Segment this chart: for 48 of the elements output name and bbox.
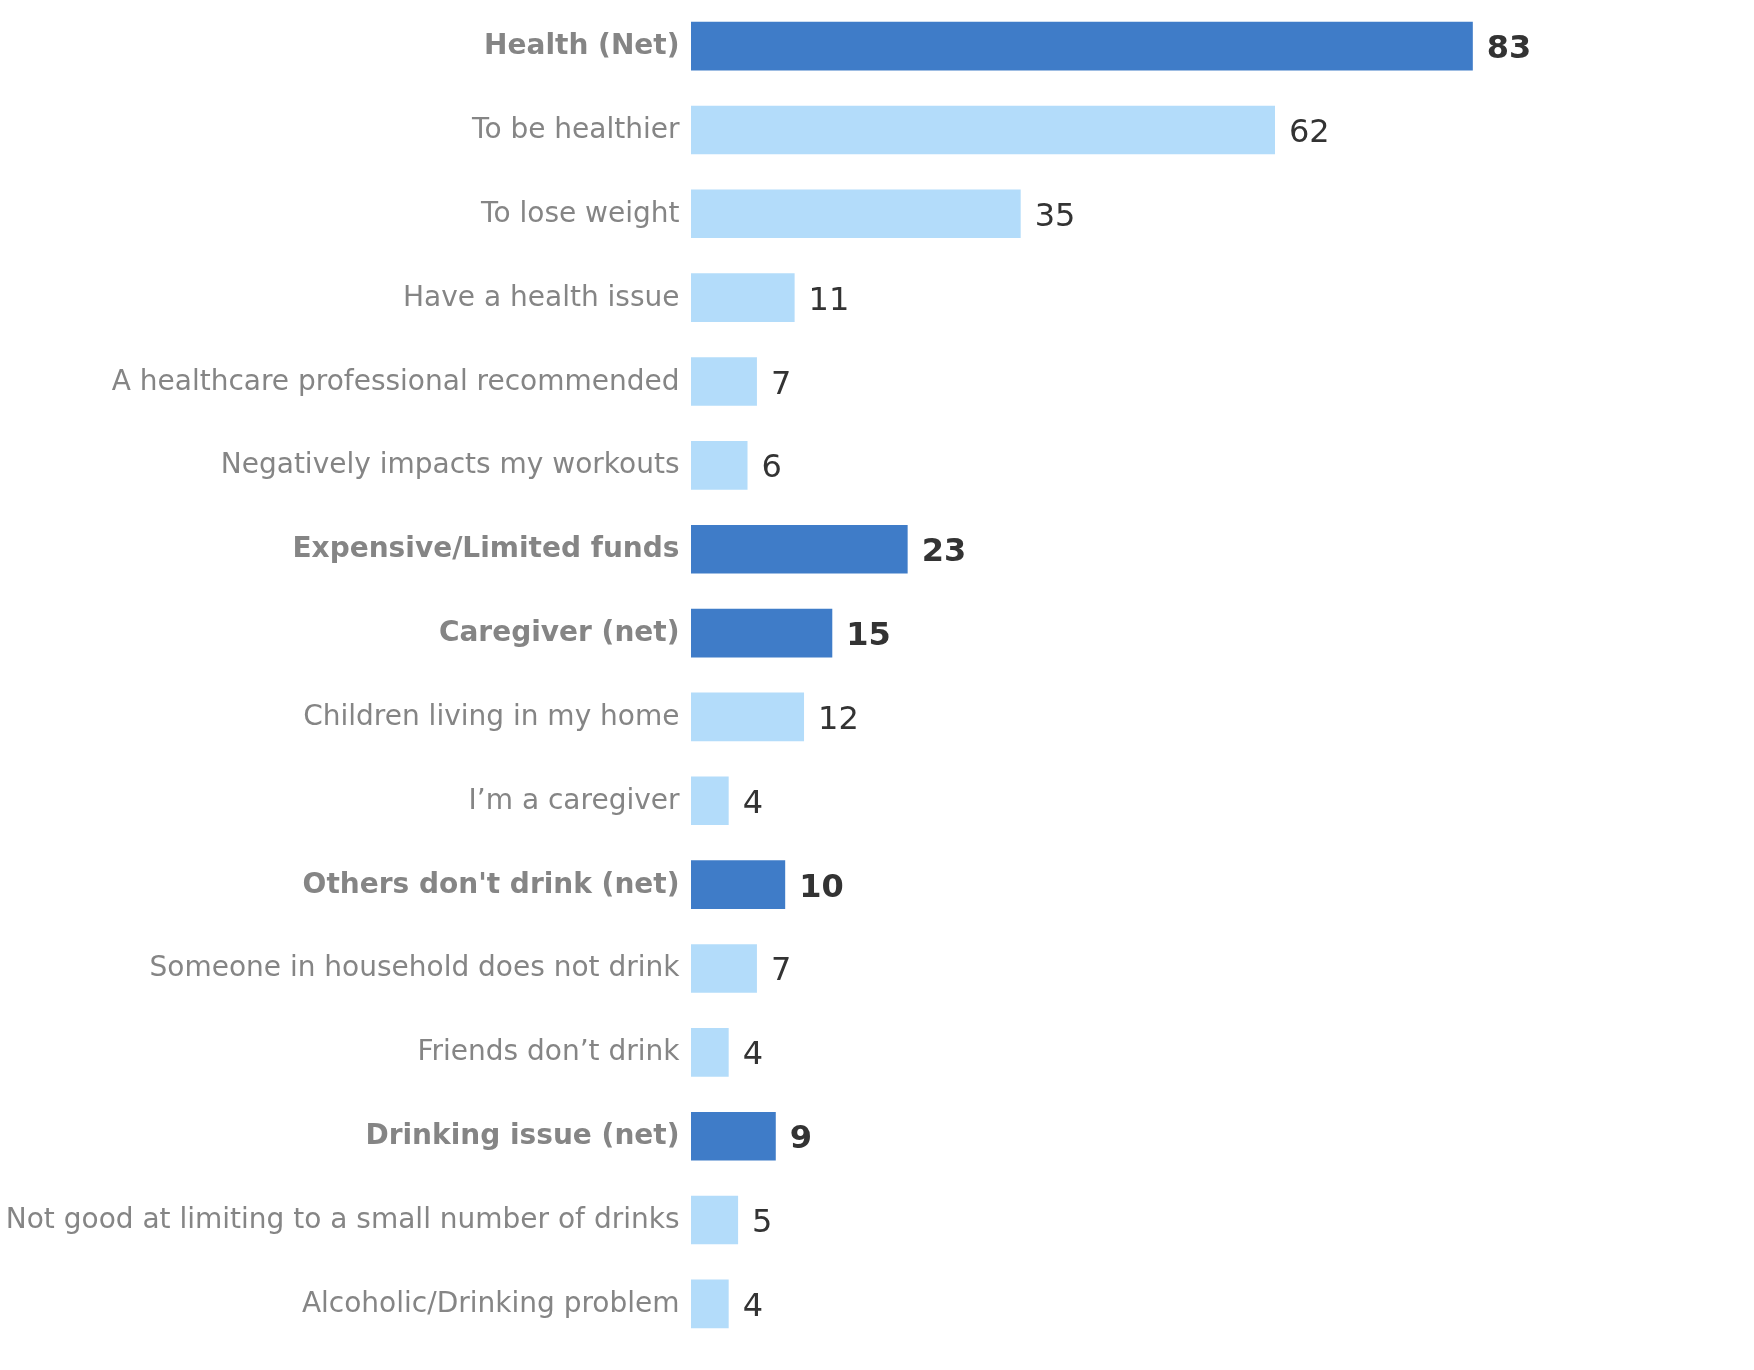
bar [691,692,805,742]
data-label: 4 [742,1034,764,1073]
bar [691,189,1021,239]
y-tick-label: Not good at limiting to a small number of drinks [5,1202,680,1236]
data-label: 7 [770,950,792,989]
y-tick-label: Others don't drink (net) [302,866,680,900]
y-tick-label: I’m a caregiver [468,782,680,816]
y-tick-label: Caregiver (net) [438,615,680,649]
bar [691,105,1276,155]
bar [691,21,1473,71]
bar [691,1195,739,1245]
bar [691,776,729,826]
y-tick-label: Health (Net) [484,28,680,62]
bar [691,860,786,909]
data-label: 12 [818,698,859,737]
y-tick-label: Negatively impacts my workouts [220,447,680,481]
y-tick-label: Alcoholic/Drinking problem [301,1285,680,1319]
data-label: 6 [761,447,782,486]
bar [691,441,748,490]
data-label: 83 [1486,28,1532,67]
bar [691,608,833,658]
data-label: 62 [1289,111,1330,150]
y-tick-label: Drinking issue (net) [365,1118,680,1152]
y-tick-label: Expensive/Limited funds [292,531,680,565]
data-label: 4 [742,1285,764,1324]
data-label: 7 [770,363,792,402]
data-label: 10 [799,866,844,905]
data-label: 23 [921,531,967,570]
y-tick-label: Someone in household does not drink [149,950,681,984]
bar [691,1028,729,1077]
y-tick-label: A healthcare professional recommended [111,363,680,397]
data-label: 4 [742,782,764,821]
y-tick-label: To be healthier [471,111,680,145]
y-tick-label: Have a health issue [403,279,680,313]
data-label: 35 [1034,195,1076,234]
data-label: 11 [808,279,850,318]
bar [691,357,757,406]
data-label: 9 [789,1118,813,1157]
y-tick-label: Children living in my home [303,698,680,732]
bar [691,524,908,574]
bar [691,1111,776,1161]
data-label: 5 [752,1202,773,1241]
y-tick-label: To lose weight [480,195,680,229]
bar [691,273,795,322]
data-label: 15 [846,615,891,654]
bar [691,944,757,993]
bar [691,1279,729,1329]
y-tick-label: Friends don’t drink [417,1034,681,1068]
